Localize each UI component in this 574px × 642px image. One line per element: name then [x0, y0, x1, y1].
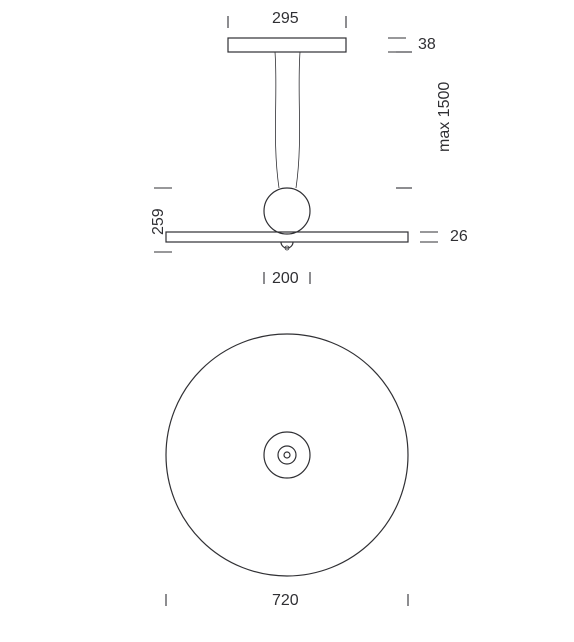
center-plan	[284, 452, 290, 458]
sphere-elevation	[264, 188, 310, 234]
technical-drawing: 295 38 max 1500 259 26 200 720	[0, 0, 574, 642]
dim-canopy-width: 295	[272, 10, 299, 28]
inner-ring-plan	[278, 446, 296, 464]
dim-body-height: 259	[150, 208, 168, 235]
dim-sphere-diameter: 200	[272, 270, 299, 288]
canopy-rect	[228, 38, 346, 52]
bottom-cap	[281, 242, 293, 248]
dim-disc-thickness: 26	[450, 228, 468, 246]
cable-left	[275, 52, 279, 188]
disc-plan	[166, 334, 408, 576]
drawing-svg	[0, 0, 574, 642]
dim-canopy-height: 38	[418, 36, 436, 54]
cable-right	[296, 52, 300, 188]
dim-drop-max: max 1500	[436, 82, 454, 152]
dim-disc-diameter: 720	[272, 592, 299, 610]
sphere-plan	[264, 432, 310, 478]
